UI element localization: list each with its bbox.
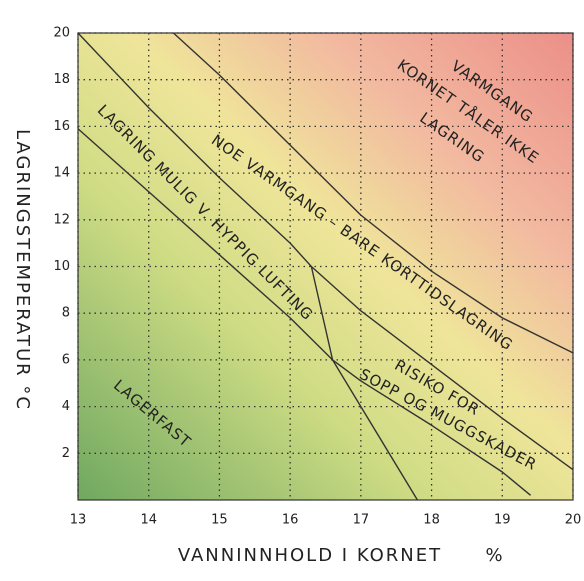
x-axis-label: VANNINNHOLD I KORNET bbox=[178, 545, 442, 566]
y-tick-label: 18 bbox=[53, 72, 70, 87]
x-tick-label: 15 bbox=[211, 513, 228, 528]
x-axis-unit: % bbox=[485, 545, 504, 566]
x-tick-label: 20 bbox=[565, 513, 582, 528]
y-tick-label: 16 bbox=[53, 119, 70, 134]
y-tick-label: 12 bbox=[53, 212, 70, 227]
x-tick-label: 16 bbox=[282, 513, 299, 528]
x-tick-label: 18 bbox=[423, 513, 440, 528]
x-tick-label: 17 bbox=[353, 513, 370, 528]
y-tick-label: 2 bbox=[62, 446, 70, 461]
y-axis-label: LAGRINGSTEMPERATUR °C bbox=[12, 129, 33, 411]
x-tick-label: 14 bbox=[140, 513, 157, 528]
y-tick-label: 6 bbox=[62, 352, 70, 367]
y-tick-label: 10 bbox=[53, 259, 70, 274]
y-tick-label: 4 bbox=[62, 399, 70, 414]
x-tick-label: 13 bbox=[70, 513, 87, 528]
y-tick-label: 14 bbox=[53, 166, 70, 181]
chart: VANNINNHOLD I KORNET % LAGRINGSTEMPERATU… bbox=[0, 0, 584, 581]
y-tick-label: 8 bbox=[62, 306, 70, 321]
y-tick-label: 20 bbox=[53, 26, 70, 41]
x-tick-label: 19 bbox=[494, 513, 511, 528]
